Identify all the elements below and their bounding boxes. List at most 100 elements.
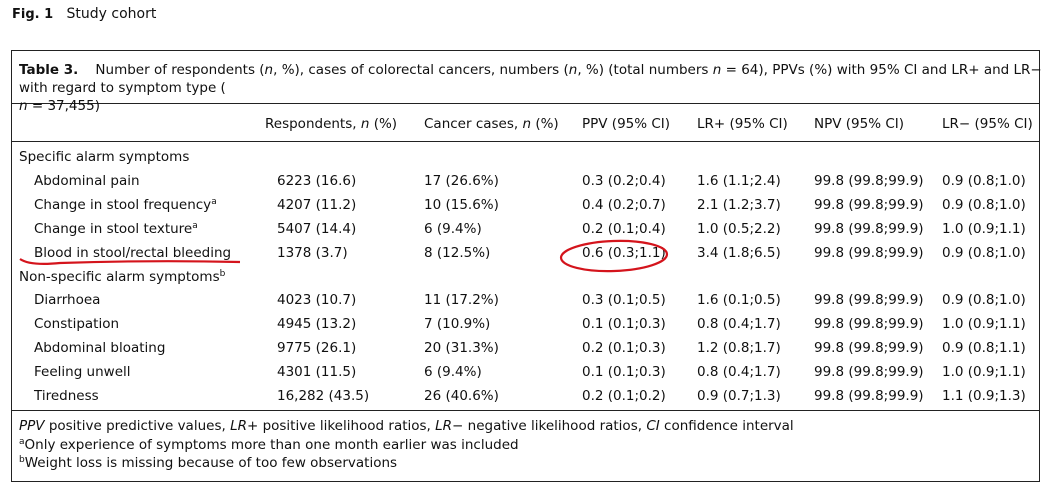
row-label: Change in stool frequencya bbox=[34, 197, 217, 213]
text-part: n bbox=[568, 62, 578, 78]
cell: 0.9 (0.8;1.1) bbox=[942, 340, 1026, 357]
footnote: PPV positive predictive values, LR+ posi… bbox=[19, 418, 794, 434]
text-part: b bbox=[219, 268, 226, 279]
cell: 4023 (10.7) bbox=[277, 292, 357, 309]
cell: 99.8 (99.8;99.9) bbox=[814, 316, 924, 333]
row-label: Feeling unwell bbox=[34, 364, 131, 380]
column-header: LR+ (95% CI) bbox=[697, 116, 788, 132]
text-part: Diarrhoea bbox=[34, 292, 101, 309]
cell: 0.4 (0.2;0.7) bbox=[582, 196, 666, 213]
text-part: negative likelihood ratios, bbox=[463, 418, 647, 434]
text-part: LR− (95% CI) bbox=[942, 116, 1033, 132]
cell: 20 (31.3%) bbox=[424, 340, 499, 357]
text-part: Cancer cases, bbox=[424, 116, 523, 132]
cell: 9775 (26.1) bbox=[277, 340, 357, 357]
cell: 6223 (16.6) bbox=[277, 172, 357, 189]
text-part: Weight loss is missing because of too fe… bbox=[24, 455, 398, 471]
cell: 1.0 (0.9;1.1) bbox=[942, 220, 1026, 237]
cell: 99.8 (99.8;99.9) bbox=[814, 292, 924, 309]
cell: 2.1 (1.2;3.7) bbox=[697, 196, 781, 213]
cell: 0.9 (0.7;1.3) bbox=[697, 388, 781, 404]
cell: 99.8 (99.8;99.9) bbox=[814, 340, 924, 357]
column-header: LR− (95% CI) bbox=[942, 116, 1033, 132]
text-part: NPV (95% CI) bbox=[814, 116, 905, 132]
cell: 0.6 (0.3;1.1) bbox=[582, 244, 666, 261]
text-part: LR− bbox=[435, 418, 464, 434]
text-part: PPV bbox=[19, 418, 45, 434]
cell: 1.1 (0.9;1.3) bbox=[942, 388, 1026, 404]
rule bbox=[12, 103, 1039, 104]
text-part: Number of respondents ( bbox=[95, 62, 265, 78]
row-label: Abdominal bloating bbox=[34, 340, 165, 356]
cell: 0.2 (0.1;0.4) bbox=[582, 220, 666, 237]
underline bbox=[19, 258, 241, 265]
text-part: Specific alarm symptoms bbox=[19, 149, 190, 165]
cell: 0.9 (0.8;1.0) bbox=[942, 196, 1026, 213]
text-part: LR+ (95% CI) bbox=[697, 116, 788, 132]
column-header: Cancer cases, n (%) bbox=[424, 116, 559, 132]
circle bbox=[559, 239, 669, 273]
cell: 99.8 (99.8;99.9) bbox=[814, 388, 924, 404]
text-part: Abdominal pain bbox=[34, 172, 140, 189]
cell: 1.2 (0.8;1.7) bbox=[697, 340, 781, 357]
figure-label: Fig. 1 bbox=[12, 7, 54, 22]
text-part: a bbox=[19, 436, 25, 447]
cell: 0.2 (0.1;0.2) bbox=[582, 388, 666, 404]
cell: 5407 (14.4) bbox=[277, 220, 357, 237]
text-part: LR+ bbox=[230, 418, 259, 434]
column-header: Respondents, n (%) bbox=[265, 116, 397, 132]
text-part: = 64), PPVs (%) with 95% CI and LR+ and … bbox=[721, 62, 1042, 78]
cell: 6 (9.4%) bbox=[424, 364, 482, 381]
text-part: (%) bbox=[369, 116, 398, 132]
text-part: Non-specific alarm symptoms bbox=[19, 268, 220, 285]
cell: 99.8 (99.8;99.9) bbox=[814, 364, 924, 381]
table-frame bbox=[11, 50, 1040, 482]
text-part: Only experience of symptoms more than on… bbox=[24, 436, 519, 453]
text-part: Blood in stool/rectal bleeding bbox=[34, 244, 232, 261]
cell: 99.8 (99.8;99.9) bbox=[814, 196, 924, 213]
cell: 17 (26.6%) bbox=[424, 172, 499, 189]
column-header: PPV (95% CI) bbox=[582, 116, 670, 132]
cell: 1378 (3.7) bbox=[277, 244, 348, 261]
row-label: Blood in stool/rectal bleeding bbox=[34, 245, 231, 261]
cell: 0.8 (0.4;1.7) bbox=[697, 364, 781, 381]
text-part: Change in stool texture bbox=[34, 220, 193, 237]
table-label: Table 3. bbox=[19, 62, 79, 78]
row-label: Abdominal pain bbox=[34, 173, 140, 189]
cell: 11 (17.2%) bbox=[424, 292, 499, 309]
cell: 16,282 (43.5) bbox=[277, 388, 370, 404]
cell: 0.8 (0.4;1.7) bbox=[697, 316, 781, 333]
table-caption: Table 3. Number of respondents (n, %), c… bbox=[19, 61, 1042, 115]
footnote: aOnly experience of symptoms more than o… bbox=[19, 437, 519, 453]
text-part: Abdominal bloating bbox=[34, 340, 166, 357]
figure-heading: Fig. 1 Study cohort bbox=[12, 6, 156, 23]
cell: 0.3 (0.2;0.4) bbox=[582, 172, 666, 189]
cell: 0.9 (0.8;1.0) bbox=[942, 172, 1026, 189]
text-part: Tiredness bbox=[34, 388, 99, 404]
cell: 1.0 (0.9;1.1) bbox=[942, 316, 1026, 333]
text-part: n bbox=[360, 116, 370, 132]
cell: 4945 (13.2) bbox=[277, 316, 357, 333]
text-part: CI bbox=[646, 418, 660, 434]
text-part: n bbox=[264, 62, 274, 78]
cell: 0.2 (0.1;0.3) bbox=[582, 340, 666, 357]
group-title: Specific alarm symptoms bbox=[19, 149, 189, 165]
row-label: Change in stool texturea bbox=[34, 221, 198, 237]
row-label: Diarrhoea bbox=[34, 292, 100, 308]
cell: 3.4 (1.8;6.5) bbox=[697, 244, 781, 261]
text-part: n bbox=[712, 62, 722, 78]
cell: 10 (15.6%) bbox=[424, 196, 499, 213]
row-label: Tiredness bbox=[34, 388, 99, 404]
cell: 1.0 (0.5;2.2) bbox=[697, 220, 781, 237]
text-part: a bbox=[211, 196, 217, 207]
text-part: positive likelihood ratios, bbox=[258, 418, 436, 434]
text-part: = 37,455) bbox=[27, 98, 100, 114]
footnote: bWeight loss is missing because of too f… bbox=[19, 455, 397, 471]
cell: 4207 (11.2) bbox=[277, 196, 357, 213]
cell: 6 (9.4%) bbox=[424, 220, 482, 237]
figure-title: Study cohort bbox=[66, 6, 157, 22]
text-part: a bbox=[192, 220, 198, 231]
cell: 99.8 (99.8;99.9) bbox=[814, 244, 924, 261]
text-part: Respondents, bbox=[265, 116, 361, 132]
